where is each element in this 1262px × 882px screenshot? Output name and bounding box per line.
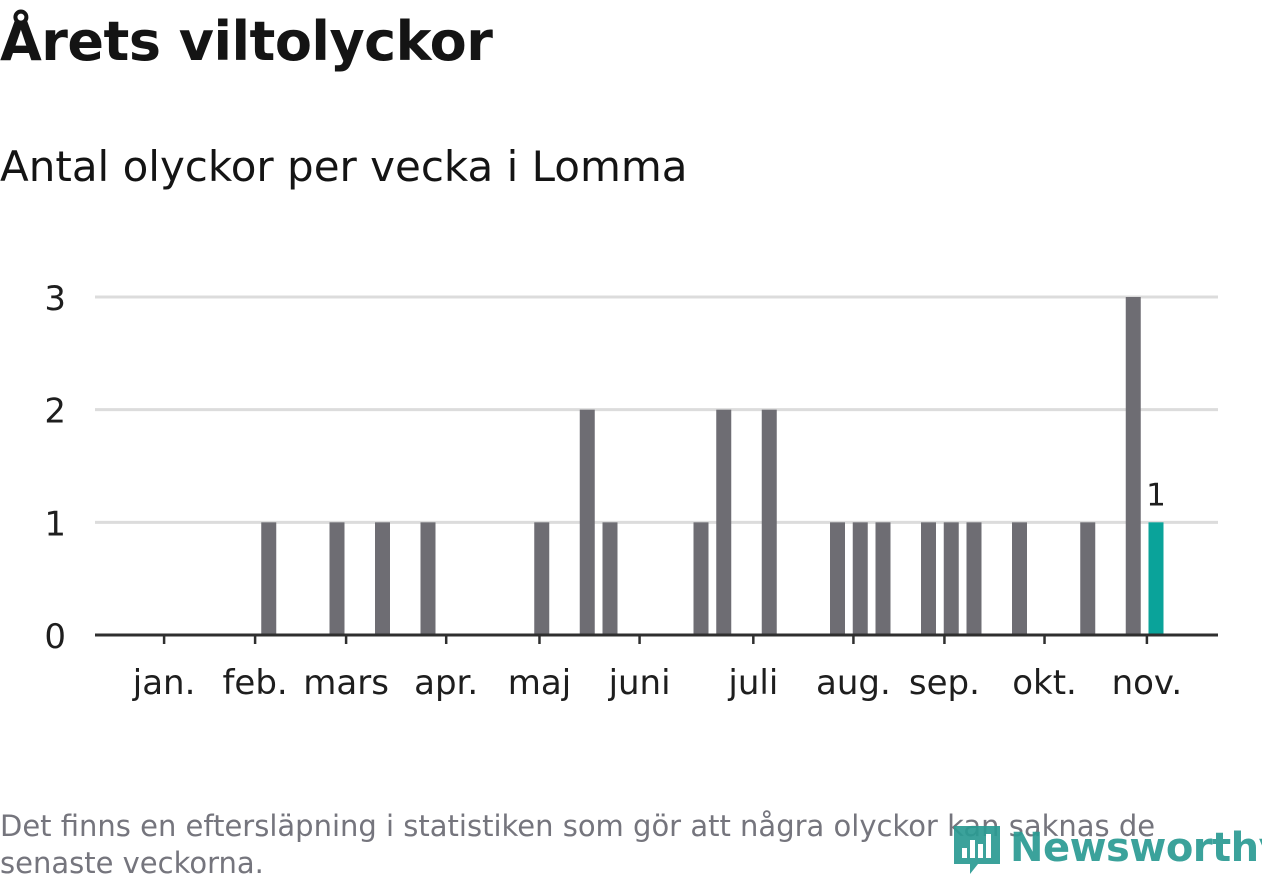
data-label-highlight: 1 (1146, 477, 1166, 513)
bar (1080, 522, 1095, 635)
x-tick-label: feb. (222, 663, 287, 703)
y-tick-label: 3 (44, 279, 66, 319)
bar (762, 410, 777, 635)
bar (580, 410, 595, 635)
logo-text: Newsworthy (1010, 825, 1262, 871)
x-tick-label: nov. (1112, 663, 1183, 703)
x-tick-label: mars (303, 663, 389, 703)
bar (421, 522, 436, 635)
x-tick-label: juli (727, 663, 778, 703)
bar (853, 522, 868, 635)
bar (1126, 297, 1141, 635)
x-tick-label: okt. (1012, 663, 1077, 703)
bar-chart-speech-bubble-icon (950, 818, 1004, 878)
newsworthy-logo: Newsworthy (950, 818, 1262, 878)
bar (603, 522, 618, 635)
chart-subtitle: Antal olyckor per vecka i Lomma (0, 142, 688, 191)
bar (375, 522, 390, 635)
bar (1012, 522, 1027, 635)
bar-highlight (1149, 522, 1164, 635)
bar (876, 522, 891, 635)
bar (534, 522, 549, 635)
y-tick-label: 1 (44, 504, 66, 544)
bar (330, 522, 345, 635)
bar (967, 522, 982, 635)
x-tick-label: maj (508, 663, 571, 703)
x-tick-label: sep. (909, 663, 980, 703)
bar (694, 522, 709, 635)
x-tick-label: apr. (414, 663, 478, 703)
bar (830, 522, 845, 635)
x-tick-label: juni (608, 663, 671, 703)
chart-title: Årets viltolyckor (0, 10, 492, 73)
bar (944, 522, 959, 635)
bar (716, 410, 731, 635)
y-tick-label: 0 (44, 617, 66, 657)
bar-chart: 0 1 2 3 1 jan. feb. mars apr. maj juni juli aug. sep.… (0, 240, 1262, 720)
bar (261, 522, 276, 635)
bar (921, 522, 936, 635)
x-tick-label: aug. (816, 663, 891, 703)
y-tick-label: 2 (44, 392, 66, 432)
x-tick-label: jan. (132, 663, 196, 703)
